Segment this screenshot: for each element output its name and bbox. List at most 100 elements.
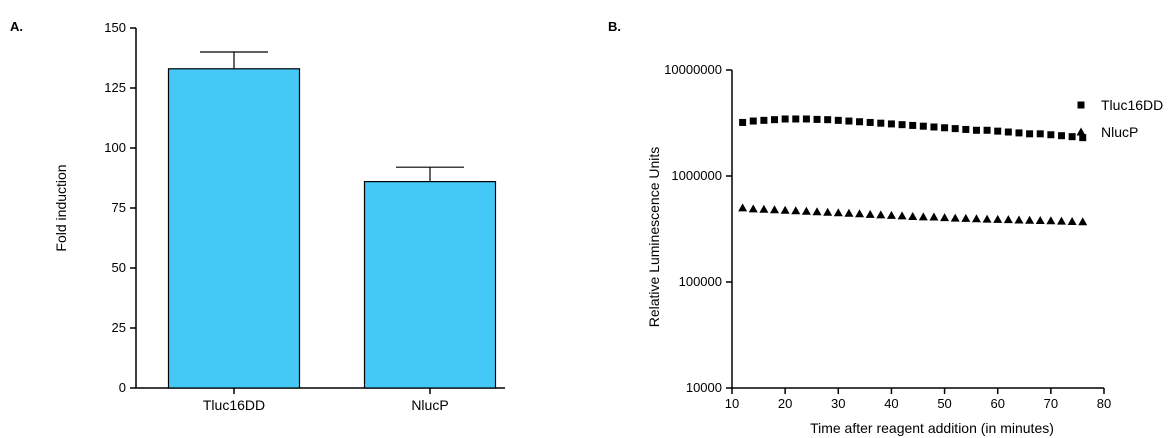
point-nlucp	[1003, 215, 1013, 224]
point-tluc16dd	[845, 117, 853, 125]
point-tluc16dd	[834, 116, 842, 124]
point-nlucp	[791, 206, 801, 215]
point-nlucp	[886, 210, 896, 219]
y-tick-label: 125	[104, 80, 126, 95]
point-tluc16dd	[1068, 133, 1076, 141]
x-tick-label: 50	[937, 396, 951, 411]
bar-nlucp	[363, 181, 497, 389]
point-tluc16dd	[877, 119, 885, 127]
point-nlucp	[1014, 215, 1024, 224]
point-tluc16dd	[919, 122, 927, 130]
point-tluc16dd	[972, 126, 980, 134]
point-tluc16dd	[898, 121, 906, 129]
y-tick-label: 150	[104, 20, 126, 35]
x-tick-label: Tluc16DD	[203, 397, 265, 413]
bar-tluc16dd	[167, 68, 301, 389]
point-tluc16dd	[866, 118, 874, 126]
legend-label-nlucp: NlucP	[1101, 124, 1138, 140]
point-tluc16dd	[856, 118, 864, 126]
point-nlucp	[876, 210, 886, 219]
point-tluc16dd	[1026, 130, 1034, 138]
point-nlucp	[865, 209, 875, 218]
scatter-chart-luminescence: 10000 100000 1000000 10000000 10 20 30 40 50 60 70…	[646, 62, 1163, 436]
point-tluc16dd	[824, 116, 832, 124]
point-tluc16dd	[771, 116, 779, 124]
point-tluc16dd	[983, 126, 991, 134]
y-axis-title: Fold induction	[53, 164, 69, 251]
point-tluc16dd	[802, 115, 810, 123]
point-nlucp	[961, 213, 971, 222]
point-tluc16dd	[941, 124, 949, 132]
point-nlucp	[855, 209, 865, 218]
x-tick-label: 20	[778, 396, 792, 411]
point-tluc16dd	[749, 117, 757, 125]
point-tluc16dd	[909, 121, 917, 129]
point-tluc16dd	[1036, 130, 1044, 138]
legend-label-tluc16dd: Tluc16DD	[1101, 97, 1163, 113]
point-nlucp	[1035, 216, 1045, 225]
point-nlucp	[770, 205, 780, 214]
y-tick-label: 75	[112, 200, 126, 215]
point-nlucp	[1056, 216, 1066, 225]
point-nlucp	[833, 208, 843, 217]
y-tick-label: 100	[104, 140, 126, 155]
point-nlucp	[1046, 216, 1056, 225]
point-nlucp	[993, 214, 1003, 223]
x-tick-label: 40	[884, 396, 898, 411]
point-nlucp	[1025, 215, 1035, 224]
point-nlucp	[971, 214, 981, 223]
y-tick-label: 50	[112, 260, 126, 275]
point-tluc16dd	[792, 115, 800, 123]
point-nlucp	[918, 212, 928, 221]
point-tluc16dd	[1047, 131, 1055, 139]
point-tluc16dd	[1079, 134, 1087, 142]
y-tick-label: 1000000	[671, 168, 722, 183]
point-nlucp	[897, 211, 907, 220]
y-tick-label: 100000	[679, 274, 722, 289]
point-tluc16dd	[930, 123, 938, 131]
panel-b-label: B.	[608, 19, 621, 34]
point-tluc16dd	[1015, 129, 1023, 137]
point-tluc16dd	[951, 125, 959, 133]
point-tluc16dd	[760, 116, 768, 124]
point-tluc16dd	[1004, 128, 1012, 136]
legend-marker-tluc16dd	[1077, 101, 1085, 109]
point-nlucp	[812, 207, 822, 216]
x-tick-label: 70	[1044, 396, 1058, 411]
point-tluc16dd	[887, 120, 895, 128]
point-tluc16dd	[739, 118, 747, 126]
point-nlucp	[780, 205, 790, 214]
point-nlucp	[940, 213, 950, 222]
point-nlucp	[982, 214, 992, 223]
panel-a-label: A.	[10, 19, 23, 34]
point-nlucp	[823, 207, 833, 216]
x-tick-label: 30	[831, 396, 845, 411]
y-axis-title: Relative Luminescence Units	[646, 147, 662, 328]
y-tick-label: 10000000	[664, 62, 722, 77]
point-tluc16dd	[994, 127, 1002, 135]
point-nlucp	[844, 208, 854, 217]
point-nlucp	[1067, 217, 1077, 226]
x-tick-label: 10	[725, 396, 739, 411]
y-tick-label: 25	[112, 320, 126, 335]
x-tick-label: NlucP	[411, 397, 448, 413]
bar-chart-fold-induction: 0 25 50 75 100 125 150 Tluc16DD NlucP Fold induct…	[53, 20, 505, 413]
point-tluc16dd	[813, 115, 821, 123]
y-tick-label: 10000	[686, 380, 722, 395]
x-tick-label: 60	[990, 396, 1004, 411]
x-axis-title: Time after reagent addition (in minutes)	[810, 420, 1054, 436]
y-tick-label: 0	[119, 380, 126, 395]
x-tick-label: 80	[1097, 396, 1111, 411]
point-nlucp	[759, 204, 769, 213]
point-nlucp	[929, 212, 939, 221]
point-nlucp	[738, 203, 748, 212]
legend-marker-nlucp	[1076, 127, 1086, 136]
point-tluc16dd	[962, 125, 970, 133]
point-nlucp	[801, 206, 811, 215]
point-tluc16dd	[1057, 132, 1065, 140]
point-nlucp	[1078, 217, 1088, 226]
point-nlucp	[950, 213, 960, 222]
point-tluc16dd	[781, 115, 789, 123]
point-nlucp	[908, 211, 918, 220]
